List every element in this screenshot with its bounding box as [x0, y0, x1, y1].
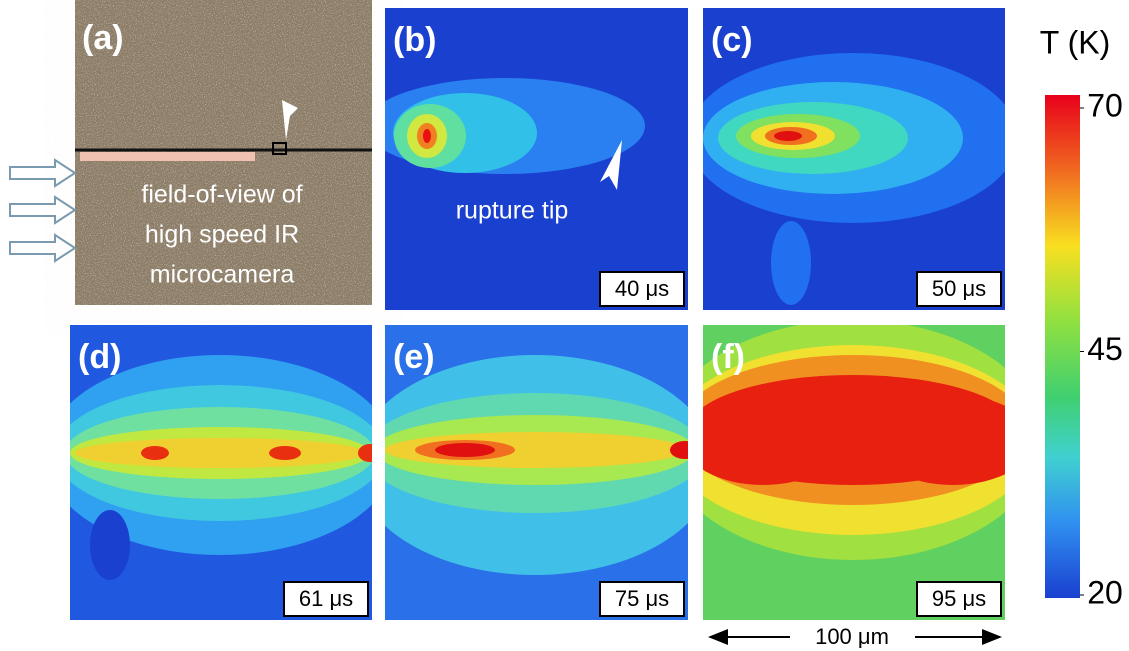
panel-a: [9, 0, 372, 305]
time-box: [916, 271, 1002, 307]
colorbar-title: T (K): [1040, 24, 1111, 60]
panel-text: field-of-view of: [141, 181, 302, 209]
time-label: 40 μs: [615, 276, 669, 301]
heatmap-panel: [703, 325, 1005, 620]
contour: [90, 510, 130, 580]
time-box: [599, 581, 685, 617]
tick-label: 45: [1087, 331, 1123, 367]
time-label: 50 μs: [932, 276, 986, 301]
tick-label: 70: [1087, 87, 1123, 123]
time-label: 95 μs: [932, 586, 986, 611]
time-label: 75 μs: [615, 586, 669, 611]
panel-label: (e): [393, 338, 435, 376]
contour: [423, 129, 431, 143]
panel-text: high speed IR: [145, 221, 299, 249]
panel-label: (f): [711, 338, 745, 376]
time-label: 61 μs: [299, 586, 353, 611]
panel-label: (b): [393, 21, 436, 59]
annotation: rupture tip: [456, 197, 569, 225]
panel-text: microcamera: [150, 261, 295, 289]
contour: [75, 438, 365, 468]
contour: [358, 444, 372, 462]
time-box: [916, 581, 1002, 617]
colorbar-ticks: 20 45 70: [1080, 87, 1123, 610]
arrowhead: [600, 140, 622, 190]
contour: [269, 446, 301, 460]
heatmaps: (b) 40 μs (c) 50 μs (d) 61 μs (e) 75 μs (f) 95 μs: [70, 8, 1005, 620]
colorbar: [1045, 95, 1080, 598]
heatmap-panel: [385, 8, 688, 310]
panel-label: (c): [711, 21, 753, 59]
contour: [141, 446, 169, 460]
panel-label: (a): [82, 19, 124, 57]
time-box: [283, 581, 369, 617]
heatmap-panel: [703, 8, 1005, 310]
time-box: [599, 271, 685, 307]
contour: [703, 395, 843, 485]
contour: [435, 443, 495, 457]
contour: [873, 395, 1005, 485]
contour: [774, 131, 802, 141]
scale-label: 100 μm: [815, 624, 889, 649]
contour: [670, 441, 688, 459]
panel-label: (d): [78, 338, 121, 376]
heatmap-panel: [385, 325, 688, 620]
heatmap-panel: [70, 325, 372, 620]
tick-label: 20: [1087, 574, 1123, 610]
contour: [771, 221, 811, 305]
